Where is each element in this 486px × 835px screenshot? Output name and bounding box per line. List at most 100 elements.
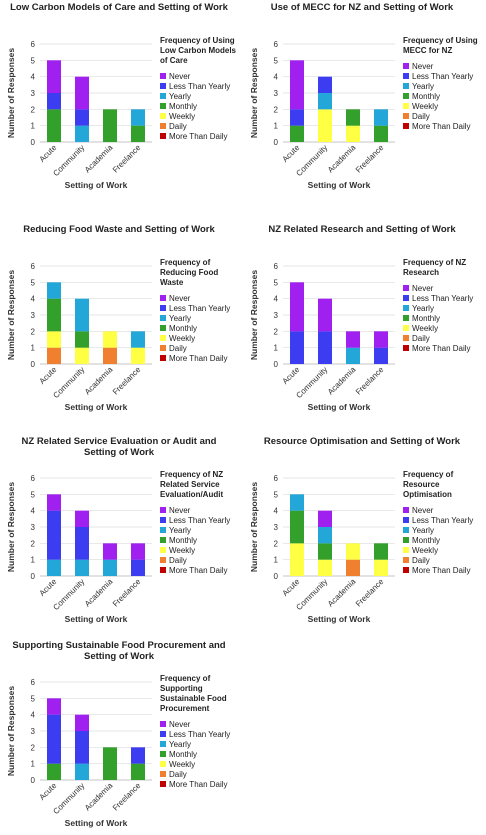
- x-tick-label: Acute: [38, 143, 59, 164]
- legend-item: Daily: [403, 111, 485, 121]
- x-tick-label: Academia: [83, 143, 115, 175]
- legend-swatch: [403, 547, 409, 553]
- y-tick-label: 2: [31, 539, 36, 548]
- chart-title: NZ Related Service Evaluation or Audit a…: [21, 436, 217, 458]
- chart: 0 1 2 3 4 5 6 Acute Community Academia Freelance Se…: [243, 0, 486, 205]
- bar-segment: [103, 331, 117, 348]
- bar-segment: [75, 125, 89, 142]
- x-tick-label: Freelance: [111, 781, 143, 813]
- legend-item: Daily: [403, 333, 485, 343]
- legend-label: Never: [169, 71, 191, 81]
- legend-item: Yearly: [403, 81, 485, 91]
- legend-swatch: [160, 771, 166, 777]
- bar-segment: [75, 731, 89, 764]
- legend-title: Frequency of Using Low Carbon Models of …: [160, 36, 236, 65]
- legend-swatch: [403, 295, 409, 301]
- x-tick-label: Acute: [281, 577, 302, 598]
- y-tick-label: 1: [274, 344, 279, 353]
- legend-label: Less Than Yearly: [169, 81, 231, 91]
- legend-label: Daily: [412, 333, 430, 343]
- bar-segment: [318, 109, 332, 142]
- legend-label: Weekly: [169, 111, 196, 121]
- legend-label: More Than Daily: [412, 565, 471, 575]
- legend-swatch: [160, 507, 166, 513]
- legend-label: Weekly: [412, 323, 439, 333]
- legend-label: Daily: [412, 555, 430, 565]
- y-tick-label: 2: [31, 327, 36, 336]
- y-axis-label: Number of Responses: [249, 482, 259, 572]
- x-axis-label: Setting of Work: [65, 180, 128, 190]
- chart-title: Low Carbon Models of Care and Setting of…: [10, 2, 228, 13]
- bar-segment: [47, 347, 61, 364]
- x-axis-label: Setting of Work: [308, 402, 371, 412]
- bar-segment: [47, 763, 61, 780]
- bar-segment: [131, 543, 145, 560]
- bar-segment: [290, 543, 304, 576]
- legend-label: Monthly: [412, 313, 441, 323]
- plot: 0123456AcuteCommunityAcademiaFreelanceSe…: [6, 678, 152, 828]
- legend-swatch: [160, 781, 166, 787]
- legend-label: Never: [169, 719, 191, 729]
- legend-item: Monthly: [160, 323, 242, 333]
- legend-item: Less Than Yearly: [160, 303, 242, 313]
- legend-swatch: [160, 345, 166, 351]
- x-tick-label: Acute: [38, 781, 59, 802]
- x-axis-label: Setting of Work: [65, 402, 128, 412]
- y-axis-label: Number of Responses: [249, 270, 259, 360]
- legend-label: Yearly: [412, 303, 434, 313]
- legend-item: Never: [160, 719, 242, 729]
- legend-swatch: [160, 93, 166, 99]
- legend-item: Less Than Yearly: [403, 71, 485, 81]
- bar-segment: [75, 527, 89, 560]
- legend-swatch: [160, 335, 166, 341]
- bar-segment: [131, 763, 145, 780]
- bar-segment: [346, 331, 360, 348]
- chart: 0 1 2 3 4 5 6 Acute Community Academia Freelance Se…: [243, 222, 486, 427]
- legend: Frequency of NZ Research Never Less Than Y…: [403, 258, 485, 353]
- legend-label: Daily: [169, 769, 187, 779]
- legend-swatch: [160, 527, 166, 533]
- bar-segment: [374, 109, 388, 126]
- bar-segment: [131, 559, 145, 576]
- legend-label: Daily: [169, 555, 187, 565]
- y-tick-label: 2: [274, 327, 279, 336]
- legend-item: Daily: [160, 769, 242, 779]
- legend-swatch: [403, 325, 409, 331]
- x-tick-label: Academia: [326, 577, 358, 609]
- legend-label: Never: [169, 293, 191, 303]
- legend-item: Yearly: [160, 739, 242, 749]
- legend-swatch: [403, 73, 409, 79]
- legend-item: Daily: [160, 343, 242, 353]
- bar-segment: [47, 714, 61, 764]
- y-tick-label: 5: [31, 56, 36, 65]
- legend-item: Less Than Yearly: [403, 293, 485, 303]
- bar-segment: [346, 543, 360, 560]
- legend-swatch: [403, 527, 409, 533]
- bar-segment: [75, 347, 89, 364]
- legend-swatch: [160, 113, 166, 119]
- legend-label: Never: [412, 61, 434, 71]
- y-tick-label: 4: [31, 295, 36, 304]
- legend-label: Less Than Yearly: [169, 729, 231, 739]
- x-axis-label: Setting of Work: [308, 180, 371, 190]
- bar-segment: [75, 714, 89, 731]
- x-tick-label: Acute: [281, 365, 302, 386]
- legend-label: Monthly: [412, 91, 441, 101]
- legend-label: Less Than Yearly: [412, 515, 474, 525]
- legend-item: More Than Daily: [160, 353, 242, 363]
- bar-segment: [75, 109, 89, 126]
- bar-segment: [47, 510, 61, 560]
- legend-swatch: [403, 315, 409, 321]
- y-tick-label: 6: [31, 40, 36, 49]
- legend-label: Monthly: [169, 323, 198, 333]
- y-tick-label: 1: [274, 556, 279, 565]
- y-tick-label: 5: [274, 56, 279, 65]
- y-tick-label: 4: [274, 73, 279, 82]
- y-axis-label: Number of Responses: [6, 686, 16, 776]
- legend-item: Monthly: [160, 101, 242, 111]
- y-axis-label: Number of Responses: [6, 270, 16, 360]
- legend-label: Yearly: [412, 525, 434, 535]
- legend-item: More Than Daily: [160, 565, 242, 575]
- legend-item: Less Than Yearly: [403, 515, 485, 525]
- y-tick-label: 2: [274, 539, 279, 548]
